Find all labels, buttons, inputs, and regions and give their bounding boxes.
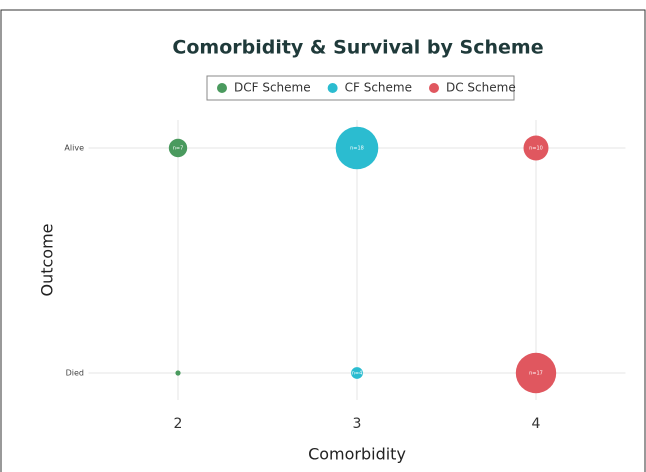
y-tick-label: Died [66, 369, 84, 378]
legend-swatch [217, 83, 227, 93]
data-label: n=18 [350, 146, 364, 152]
bubble [335, 126, 379, 170]
legend-swatch [429, 83, 439, 93]
y-tick-label: Alive [64, 144, 84, 153]
legend-label: CF Scheme [345, 81, 412, 95]
bubble [351, 367, 363, 379]
data-label: n=17 [529, 371, 543, 377]
legend-label: DCF Scheme [234, 81, 311, 95]
bubble [515, 352, 557, 394]
chart-title: Comorbidity & Survival by Scheme [172, 37, 543, 59]
x-tick-label: 3 [353, 416, 362, 432]
data-label: n=4 [352, 371, 363, 377]
bubble [175, 370, 181, 376]
bubble [168, 138, 188, 158]
data-label: n=10 [529, 146, 543, 152]
legend-swatch [327, 83, 338, 93]
x-tick-label: 4 [532, 416, 541, 432]
x-tick-label: 2 [174, 416, 183, 432]
x-axis-title: Comorbidity [308, 445, 406, 464]
legend-box [206, 75, 515, 101]
bubble [523, 135, 549, 161]
y-axis-title: Outcome [38, 223, 57, 296]
legend-label: DC Scheme [446, 81, 516, 95]
data-label: n=7 [173, 146, 184, 152]
